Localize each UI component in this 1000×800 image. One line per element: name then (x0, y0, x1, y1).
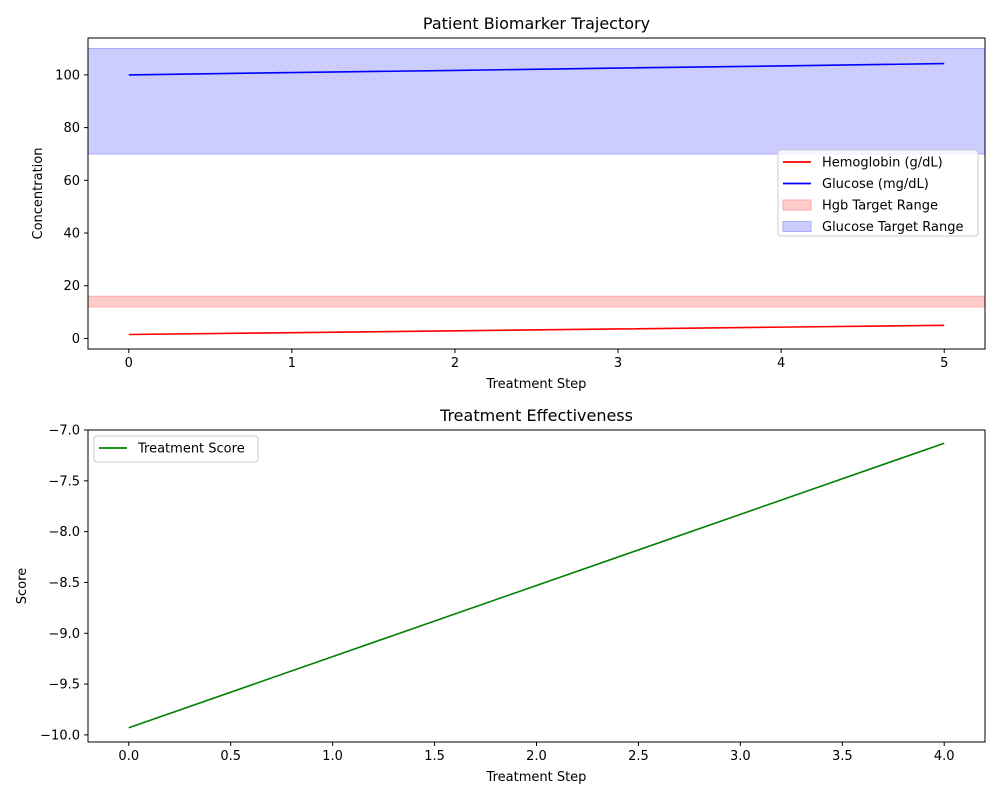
plot-frame (87, 37, 986, 350)
chart-title: Patient Biomarker Trajectory (423, 14, 650, 33)
x-tick-label: 0.5 (220, 749, 241, 764)
y-tick-label: −7.5 (48, 474, 80, 489)
x-tick-label: 2.0 (526, 749, 547, 764)
x-tick-label: 0 (125, 356, 133, 371)
legend-label: Glucose Target Range (822, 220, 963, 235)
x-tick-label: 1 (288, 356, 296, 371)
x-tick-label: 2 (451, 356, 459, 371)
x-axis-label: Treatment Step (486, 377, 587, 392)
x-tick-label: 4 (777, 356, 785, 371)
legend-label: Hemoglobin (g/dL) (822, 156, 943, 171)
x-tick-label: 5 (940, 356, 948, 371)
series-line-0 (128, 324, 945, 336)
target-band-0 (87, 295, 986, 308)
treatment-chart: 0.0 0.5 1.0 1.5 2.0 2.5 3.0 3.5 4.0 −10.0 −9.5 −9.0… (15, 406, 986, 785)
y-axis-label: Concentration (31, 148, 46, 240)
x-tick-label: 3.0 (730, 749, 751, 764)
legend-label: Glucose (mg/dL) (822, 177, 929, 192)
x-axis-label: Treatment Step (486, 770, 587, 785)
x-tick-label: 4.0 (934, 749, 955, 764)
y-tick-label: 100 (55, 68, 80, 83)
series-line-1 (128, 62, 945, 76)
y-tick-label: −8.0 (48, 525, 80, 540)
biomarker-chart: 0 1 2 3 4 5 0 20 40 60 80 100 Patient Biomarker Traj… (31, 14, 986, 392)
y-tick-label: −7.0 (48, 424, 80, 439)
y-tick-label: 80 (63, 121, 80, 136)
target-band-1 (87, 48, 986, 155)
series-line-0 (128, 442, 945, 729)
y-tick-label: 20 (63, 279, 80, 294)
x-tick-label: 2.5 (628, 749, 649, 764)
legend-swatch-patch (782, 221, 812, 232)
y-tick-label: −10.0 (40, 728, 80, 743)
legend: Treatment Score (93, 435, 259, 463)
y-tick-label: 60 (63, 174, 80, 189)
x-tick-label: 3 (614, 356, 622, 371)
x-tick-label: 0.0 (118, 749, 139, 764)
legend-box (93, 435, 259, 463)
y-tick-label: −9.0 (48, 627, 80, 642)
x-tick-label: 3.5 (832, 749, 853, 764)
legend-label: Hgb Target Range (822, 199, 938, 214)
x-tick-label: 1.5 (424, 749, 445, 764)
legend: Hemoglobin (g/dL) Glucose (mg/dL) Hgb Targ… (777, 149, 979, 237)
y-tick-label: −8.5 (48, 576, 80, 591)
y-tick-label: 40 (63, 227, 80, 242)
legend-label: Treatment Score (137, 442, 245, 457)
legend-swatch-patch (782, 199, 812, 211)
x-tick-label: 1.0 (322, 749, 343, 764)
y-tick-label: 0 (72, 332, 80, 347)
chart-title: Treatment Effectiveness (439, 406, 633, 425)
legend-box (777, 149, 979, 237)
y-tick-label: −9.5 (48, 678, 80, 693)
y-axis-label: Score (15, 568, 30, 604)
